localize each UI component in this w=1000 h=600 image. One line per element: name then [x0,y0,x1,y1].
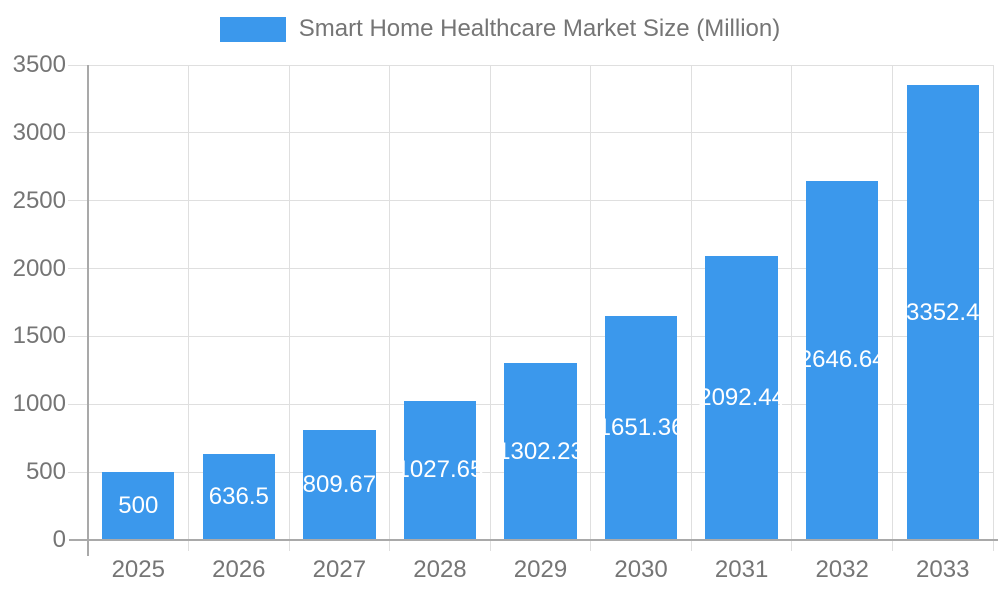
y-gridline [68,64,993,66]
x-gridline [188,65,190,551]
x-axis-tick-label: 2026 [212,556,266,583]
bar-2027[interactable] [303,430,376,540]
y-gridline [68,132,993,134]
y-axis-tick-label: 3000 [12,118,66,146]
bar-value-label: 1027.65 [396,456,484,484]
y-axis-tick-label: 3500 [12,51,66,78]
x-gridline [791,65,793,551]
bar-value-label: 809.67 [302,471,377,499]
x-gridline [288,65,290,551]
x-axis-tick-label: 2032 [815,556,869,583]
x-axis-line [69,539,998,541]
y-axis-line [87,65,89,556]
y-axis-tick-label: 500 [25,458,66,486]
bar-value-label: 500 [118,492,159,520]
y-gridline [68,268,993,270]
y-axis-tick-label: 2000 [12,254,66,282]
x-gridline [690,65,692,551]
x-axis-tick-label: 2028 [413,556,467,583]
y-gridline [68,335,993,337]
y-axis-tick-label: 1500 [12,322,66,350]
x-gridline [992,65,994,551]
bar-value-label: 3352.4 [906,298,980,326]
x-axis-tick-label: 2030 [614,556,668,583]
y-axis-tick-label: 0 [52,526,66,553]
y-axis-tick-label: 2500 [12,186,66,214]
x-gridline [489,65,491,551]
x-axis-tick-label: 2027 [312,556,367,583]
bar-value-label: 1651.36 [597,413,685,441]
bar-value-label: 2092.44 [698,384,785,411]
bar-2030[interactable] [604,315,678,540]
bar-value-label: 636.5 [208,482,269,510]
x-gridline [389,65,391,551]
bar-2033[interactable] [906,85,979,540]
bar-2029[interactable] [504,363,577,540]
chart-legend[interactable]: Smart Home Healthcare Market Size (Milli… [0,15,1000,42]
plot-area: 0 500 1000 1500 2000 2500 3000 3500 2025 2026 2027… [13,53,998,582]
bar-2032[interactable] [805,180,879,540]
x-axis-tick-label: 2031 [714,556,769,583]
x-gridline [891,65,893,551]
bar-2025[interactable] [102,472,175,540]
bar-2031[interactable] [705,256,778,540]
x-axis-tick-label: 2025 [111,556,165,583]
bar-2028[interactable] [403,400,477,540]
x-axis-tick-label: 2029 [513,556,568,583]
x-gridline [590,65,592,551]
x-axis-tick-label: 2033 [916,556,970,583]
bar-value-label: 2646.64 [798,346,886,374]
legend-label: Smart Home Healthcare Market Size (Milli… [298,15,781,42]
y-axis-tick-label: 1000 [12,390,66,418]
bar-2026[interactable] [202,453,276,540]
y-gridline [68,200,993,202]
bar-value-label: 1302.23 [497,437,584,465]
legend-swatch [219,16,286,42]
